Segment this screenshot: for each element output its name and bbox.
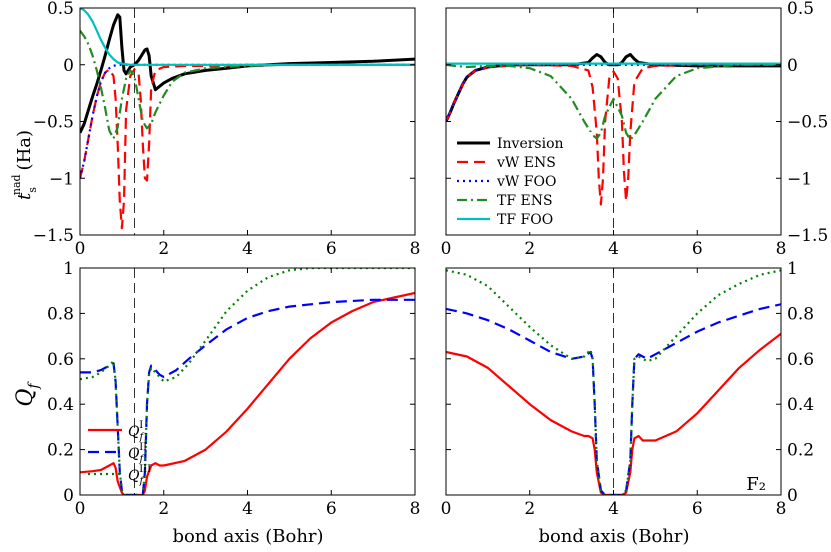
series-inversion — [446, 53, 781, 123]
y-tick-label: −0.5 — [33, 113, 74, 133]
x-tick-label: 8 — [410, 499, 421, 519]
y-tick-label: −1.5 — [787, 226, 828, 246]
y-tick-label: 0.8 — [787, 304, 814, 324]
series-q-f-i — [80, 291, 415, 495]
x-tick-label: 2 — [524, 239, 535, 259]
y-tick-label: −1.5 — [33, 226, 74, 246]
x-tick-label: 6 — [326, 239, 337, 259]
panel-top-right: 0 2 4 6 8 0.5 0 −0.5 −1 −1.5 — [441, 0, 829, 259]
series-q-f-i — [446, 332, 781, 495]
legend-label: TF FOO — [497, 212, 553, 228]
series-vw-foo — [80, 63, 415, 179]
x-tick-label: 2 — [158, 499, 169, 519]
series-tf-foo — [80, 8, 415, 66]
x-tick-label: 2 — [524, 499, 535, 519]
ylabel-top: tsnad(Ha) — [10, 130, 39, 200]
y-tick-label: 0 — [787, 56, 798, 76]
y-tick-label: 0 — [63, 486, 74, 506]
y-tick-label: −1 — [787, 169, 812, 189]
x-tick-label: 2 — [158, 239, 169, 259]
y-tick-label: 0.2 — [47, 441, 74, 461]
series-vw-foo — [446, 63, 781, 122]
series-inversion — [80, 13, 415, 134]
x-tick-label: 4 — [242, 499, 253, 519]
series-q-f-ii — [80, 298, 415, 495]
x-tick-label: 8 — [776, 239, 787, 259]
legend-label: QfII — [128, 442, 147, 465]
x-tick-label: 4 — [608, 499, 619, 519]
y-tick-label: 1 — [63, 259, 74, 279]
figure-label: F₂ — [746, 474, 766, 495]
legend-label: Inversion — [497, 136, 564, 152]
x-tick-label: 6 — [692, 499, 703, 519]
y-tick-label: 0.6 — [787, 350, 814, 370]
x-tick-label: 0 — [75, 239, 86, 259]
y-tick-label: 0.6 — [47, 350, 74, 370]
x-tick-label: 8 — [410, 239, 421, 259]
x-tick-label: 0 — [441, 239, 452, 259]
y-tick-label: 0.8 — [47, 304, 74, 324]
panel-bottom-right: 0 2 4 6 8 1 0.8 0.6 0.4 0.2 0 — [441, 259, 814, 519]
legend-label: vW ENS — [496, 155, 556, 171]
x-tick-label: 8 — [776, 499, 787, 519]
y-tick-label: 0 — [787, 486, 798, 506]
xlabel-bottom-left: bond axis (Bohr) — [172, 526, 323, 547]
x-tick-label: 4 — [608, 239, 619, 259]
y-tick-label: 0.4 — [47, 395, 74, 415]
y-tick-label: 0.5 — [47, 0, 74, 19]
panel-bottom-left: 0 2 4 6 8 1 0.8 0.6 0.4 0.2 0 — [47, 259, 420, 519]
series-q-f-ii — [446, 303, 781, 495]
y-tick-label: −1 — [49, 169, 74, 189]
ylabel-bottom: Qf — [13, 381, 42, 407]
legend-label: TF ENS — [497, 193, 553, 209]
legend-label: QfI — [128, 420, 145, 443]
y-tick-label: −0.5 — [787, 113, 828, 133]
series-q-f-iii — [80, 268, 415, 495]
x-tick-label: 6 — [326, 499, 337, 519]
legend-label: vW FOO — [496, 174, 556, 190]
x-tick-label: 4 — [242, 239, 253, 259]
y-tick-label: 0.2 — [787, 441, 814, 461]
series-vw-ens — [446, 63, 781, 206]
legend-label: QfIII — [128, 464, 151, 487]
x-tick-label: 0 — [75, 499, 86, 519]
xlabel-bottom-right: bond axis (Bohr) — [538, 526, 689, 547]
axes-frame — [79, 7, 416, 236]
x-tick-label: 6 — [692, 239, 703, 259]
y-tick-label: 0 — [63, 56, 74, 76]
x-tick-label: 0 — [441, 499, 452, 519]
y-tick-label: 0.5 — [787, 0, 814, 19]
y-tick-label: 1 — [787, 259, 798, 279]
series-tf-ens — [446, 63, 781, 141]
panel-top-left: 0 2 4 6 8 0.5 0 −0.5 −1 −1.5 — [33, 0, 421, 259]
series-tf-ens — [80, 30, 415, 140]
legend-top: Inversion vW ENS vW FOO TF ENS TF FOO — [451, 132, 593, 232]
y-tick-label: 0.4 — [787, 395, 814, 415]
series-vw-ens — [80, 63, 415, 230]
